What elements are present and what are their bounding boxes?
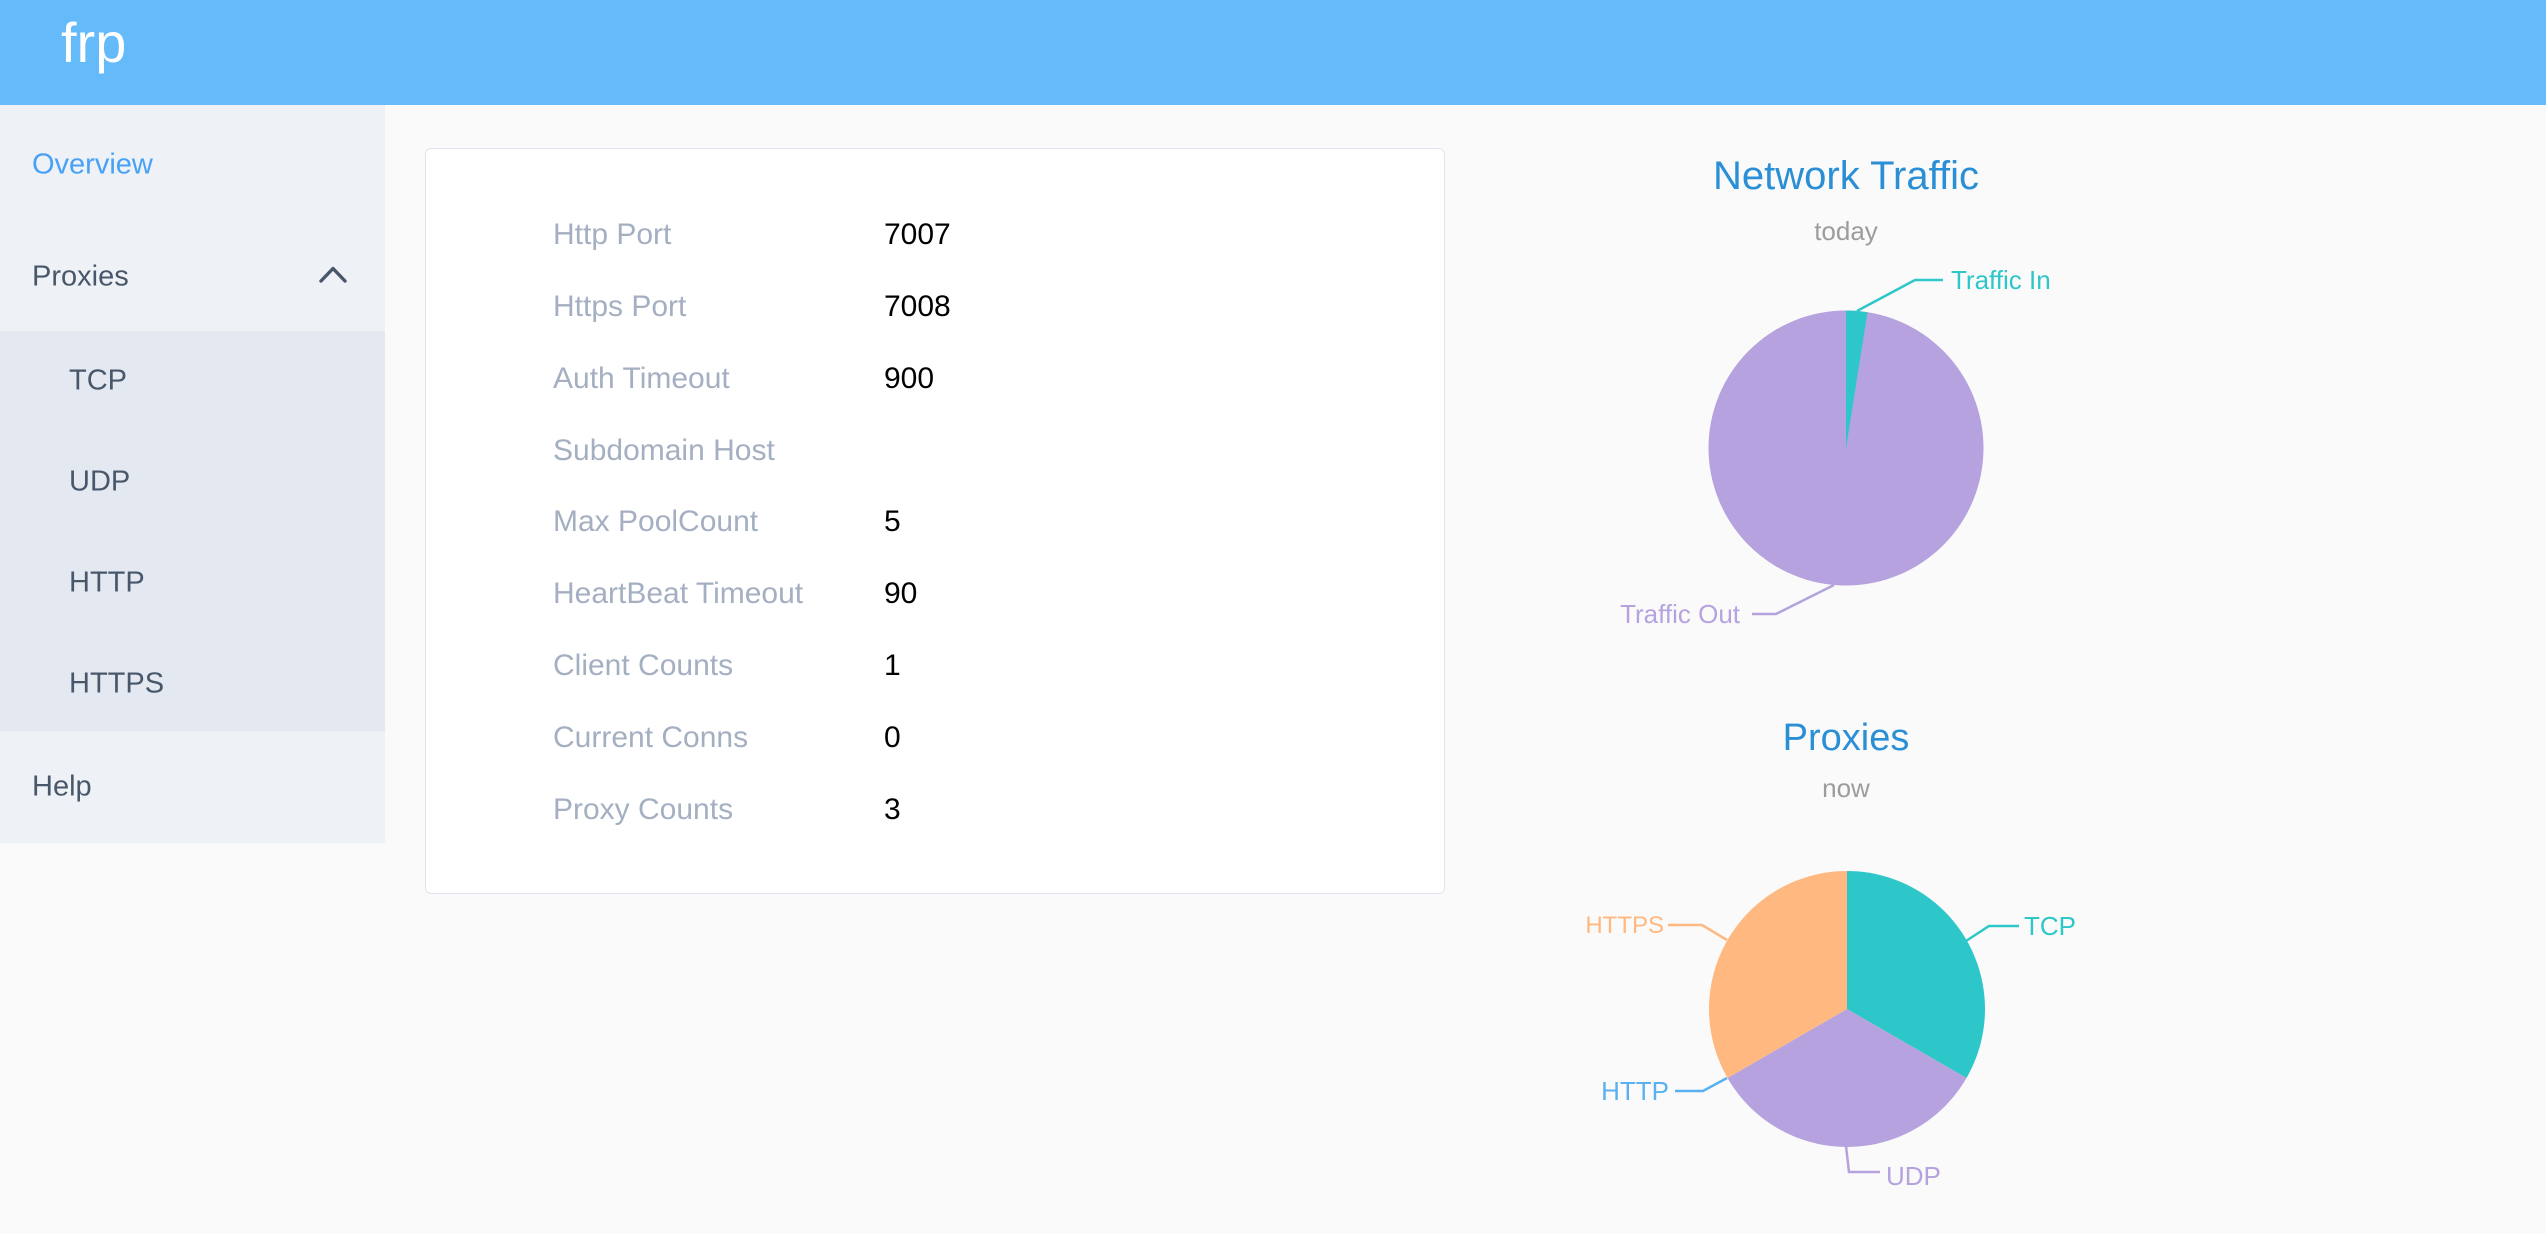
svg-text:TCP: TCP [2024, 911, 2076, 941]
svg-text:Traffic In: Traffic In [1951, 265, 2051, 295]
svg-text:UDP: UDP [1886, 1161, 1941, 1191]
svg-text:HTTP: HTTP [1601, 1076, 1669, 1106]
svg-text:today: today [1814, 216, 1878, 246]
svg-text:now: now [1822, 773, 1870, 803]
svg-text:Proxies: Proxies [1783, 717, 1910, 759]
svg-text:Network Traffic: Network Traffic [1713, 154, 1979, 198]
svg-text:HTTPS: HTTPS [1585, 912, 1664, 939]
svg-text:Traffic Out: Traffic Out [1620, 599, 1741, 629]
